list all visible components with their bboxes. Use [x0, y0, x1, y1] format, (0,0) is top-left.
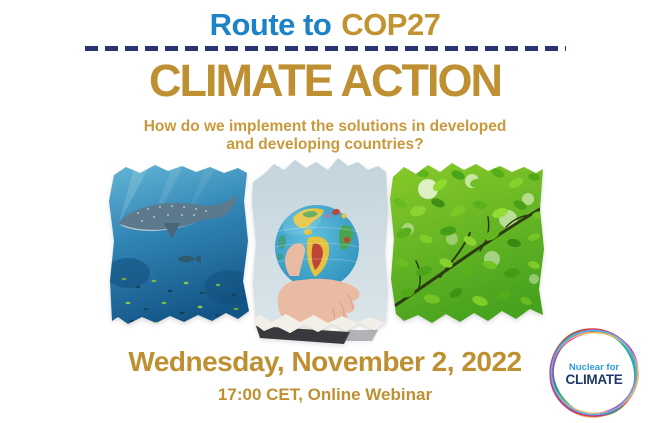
small-fish-school — [121, 255, 239, 324]
route-to-text: Route to — [209, 7, 332, 42]
whale-shark-figure — [118, 194, 237, 239]
subtitle: How do we implement the solutions in dev… — [0, 118, 650, 154]
logo-text-line1: Nuclear for — [569, 362, 619, 373]
leaves-figure — [393, 168, 544, 307]
dashed-divider — [85, 46, 566, 51]
green-leaves-photo — [390, 163, 544, 323]
paper-shadow — [256, 326, 350, 344]
cop27-text: COP27 — [341, 7, 441, 42]
hand-holding-globe-photo — [252, 158, 388, 344]
event-date-text: Wednesday, November 2, 2022 — [128, 346, 522, 377]
route-to-cop27-title: Route to COP27 — [0, 7, 650, 43]
climate-action-title: CLIMATE ACTION — [149, 55, 503, 106]
subtitle-line-1: How do we implement the solutions in dev… — [143, 118, 507, 135]
logo-text-line2: CLIMATE — [566, 372, 623, 387]
nuclear-for-climate-logo: Nuclear for CLIMATE — [549, 328, 639, 418]
subtitle-line-2: and developing countries? — [226, 136, 424, 153]
event-time-text: 17:00 CET, Online Webinar — [217, 385, 433, 404]
logo-rings — [549, 328, 639, 418]
underwater-whale-shark-photo — [109, 165, 249, 324]
